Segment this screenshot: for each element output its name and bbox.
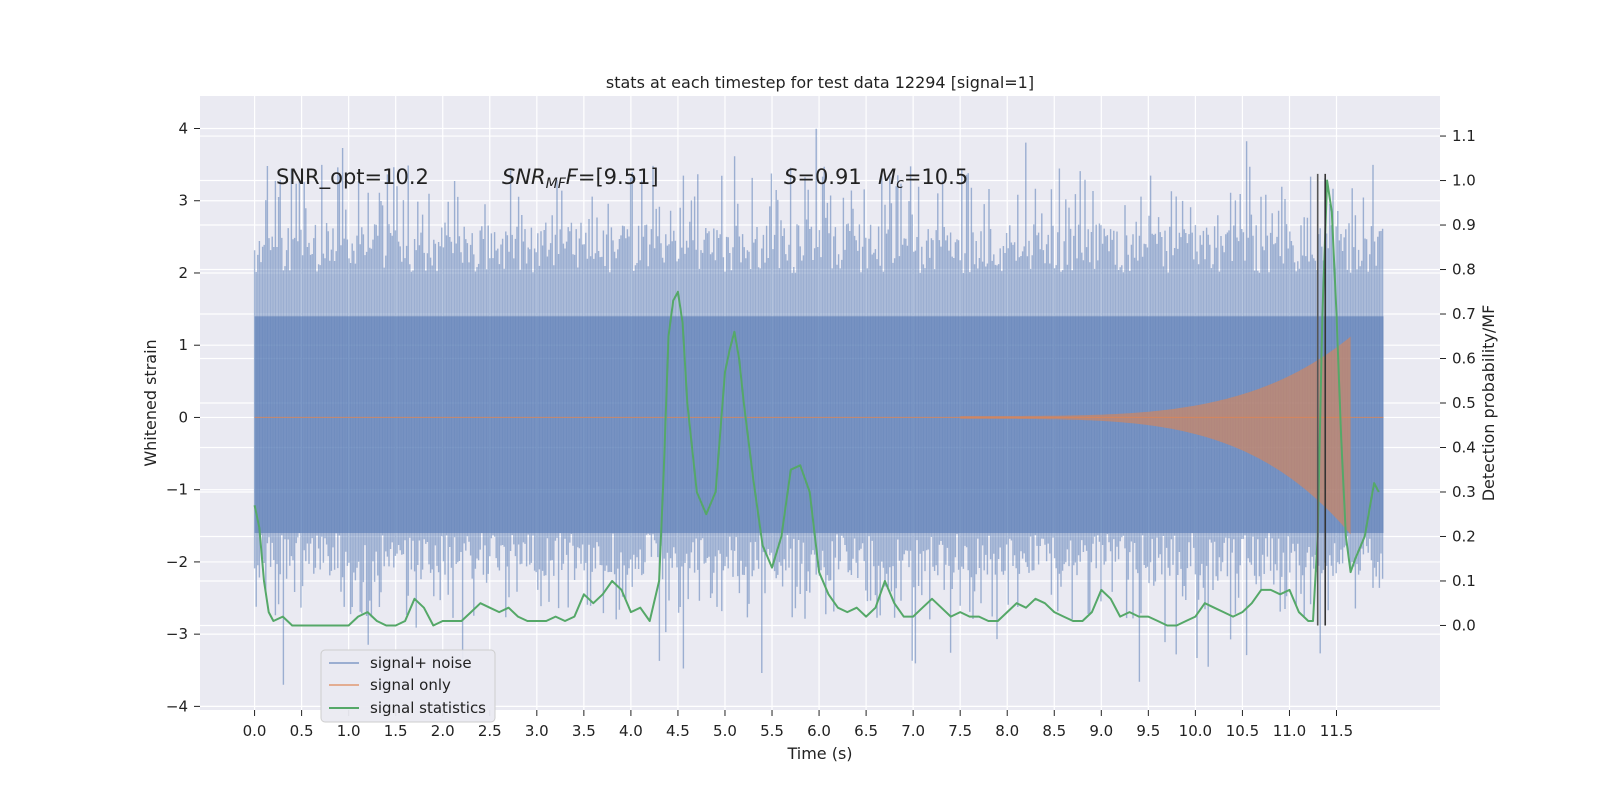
signal-only-chirp (960, 336, 1351, 535)
left-y-axis-ticks: 4 3 2 1 0 −1 −2 −3 −4 (166, 120, 200, 715)
y-right-tick-label: 0.6 (1452, 350, 1476, 368)
x-tick-label: 4.0 (619, 722, 643, 740)
annotation-mc: Mc=10.5 (878, 165, 968, 192)
annotation-mc-main: M (878, 165, 896, 189)
annotation-mc-value: =10.5 (904, 165, 968, 189)
x-tick-label: 0.5 (290, 722, 314, 740)
legend-label-signal-only: signal only (370, 676, 451, 694)
x-axis-ticks: 0.0 0.5 1.0 1.5 2.0 2.5 3.0 3.5 4.0 4.5 5.0 5.5 6.0 6… (243, 710, 1353, 740)
annotation-snr-mf-f: F (566, 165, 579, 189)
right-y-axis-ticks: 1.1 1.0 0.9 0.8 0.7 0.6 0.5 0.4 0.3 0.2 0.1 0.0 (1440, 127, 1476, 634)
x-tick-label: 8.5 (1042, 722, 1066, 740)
x-tick-label: 7.0 (901, 722, 925, 740)
x-tick-label: 3.5 (572, 722, 596, 740)
x-axis-label: Time (s) (786, 744, 852, 763)
x-tick-label: 3.0 (525, 722, 549, 740)
annotation-snr-mf-main: SNR (502, 165, 546, 189)
y-left-tick-label: 0 (178, 408, 188, 426)
y-left-tick-label: −1 (166, 481, 188, 499)
y-left-tick-label: −3 (166, 625, 188, 643)
x-tick-label: 8.0 (995, 722, 1019, 740)
y-right-tick-label: 0.1 (1452, 572, 1476, 590)
y-right-tick-label: 1.1 (1452, 127, 1476, 145)
y-right-tick-label: 0.9 (1452, 216, 1476, 234)
x-tick-label: 2.5 (478, 722, 502, 740)
y-right-tick-label: 1.0 (1452, 172, 1476, 190)
annotation-mc-sub: c (896, 176, 904, 192)
y-right-tick-label: 0.2 (1452, 527, 1476, 545)
x-tick-label: 11.0 (1273, 722, 1306, 740)
y-right-tick-label: 0.0 (1452, 616, 1476, 634)
annotation-s-main: S (784, 165, 797, 189)
y-left-tick-label: 2 (178, 264, 188, 282)
y-left-tick-label: 1 (178, 336, 188, 354)
signal-statistics-line (253, 179, 1380, 627)
y-right-tick-label: 0.4 (1452, 438, 1476, 456)
x-tick-label: 7.5 (948, 722, 972, 740)
signal-statistics-series (253, 179, 1380, 627)
signal-only-series (254, 336, 1384, 535)
annotation-s-stat: S=0.91 (784, 165, 862, 189)
x-tick-label: 0.0 (243, 722, 267, 740)
annotation-snr-mf-value: =[9.51] (578, 165, 659, 189)
y-right-tick-label: 0.8 (1452, 261, 1476, 279)
y-right-tick-label: 0.5 (1452, 394, 1476, 412)
y-left-tick-label: 3 (178, 192, 188, 210)
x-tick-label: 10.0 (1179, 722, 1212, 740)
x-tick-label: 1.0 (337, 722, 361, 740)
x-tick-label: 5.5 (760, 722, 784, 740)
x-tick-label: 1.5 (384, 722, 408, 740)
x-tick-label: 9.0 (1089, 722, 1113, 740)
vertical-markers (1316, 173, 1327, 626)
legend: signal+ noise signal only signal statist… (320, 649, 496, 723)
legend-label-signal-noise: signal+ noise (370, 654, 472, 672)
y-left-tick-label: −4 (166, 697, 188, 715)
x-tick-label: 6.0 (807, 722, 831, 740)
x-tick-label: 6.5 (854, 722, 878, 740)
right-y-axis-label: Detection probability/MF (1479, 305, 1498, 502)
x-tick-label: 11.5 (1320, 722, 1353, 740)
legend-box (320, 649, 496, 723)
y-left-tick-label: −2 (166, 553, 188, 571)
x-tick-label: 4.5 (666, 722, 690, 740)
x-tick-label: 2.0 (431, 722, 455, 740)
annotation-snr-mf: SNRMFF=[9.51] (502, 165, 659, 192)
annotation-snr-opt: SNR_opt=10.2 (276, 165, 429, 190)
chart-title: stats at each timestep for test data 122… (606, 73, 1034, 92)
left-y-axis-label: Whitened strain (141, 339, 160, 466)
y-right-tick-label: 0.3 (1452, 483, 1476, 501)
x-tick-label: 9.5 (1136, 722, 1160, 740)
annotation-snr-mf-sub: MF (546, 176, 567, 192)
y-right-tick-label: 0.7 (1452, 305, 1476, 323)
annotation-s-value: =0.91 (797, 165, 861, 189)
x-tick-label: 10.5 (1226, 722, 1259, 740)
x-tick-label: 5.0 (713, 722, 737, 740)
legend-label-signal-statistics: signal statistics (370, 699, 486, 717)
y-left-tick-label: 4 (178, 120, 188, 138)
